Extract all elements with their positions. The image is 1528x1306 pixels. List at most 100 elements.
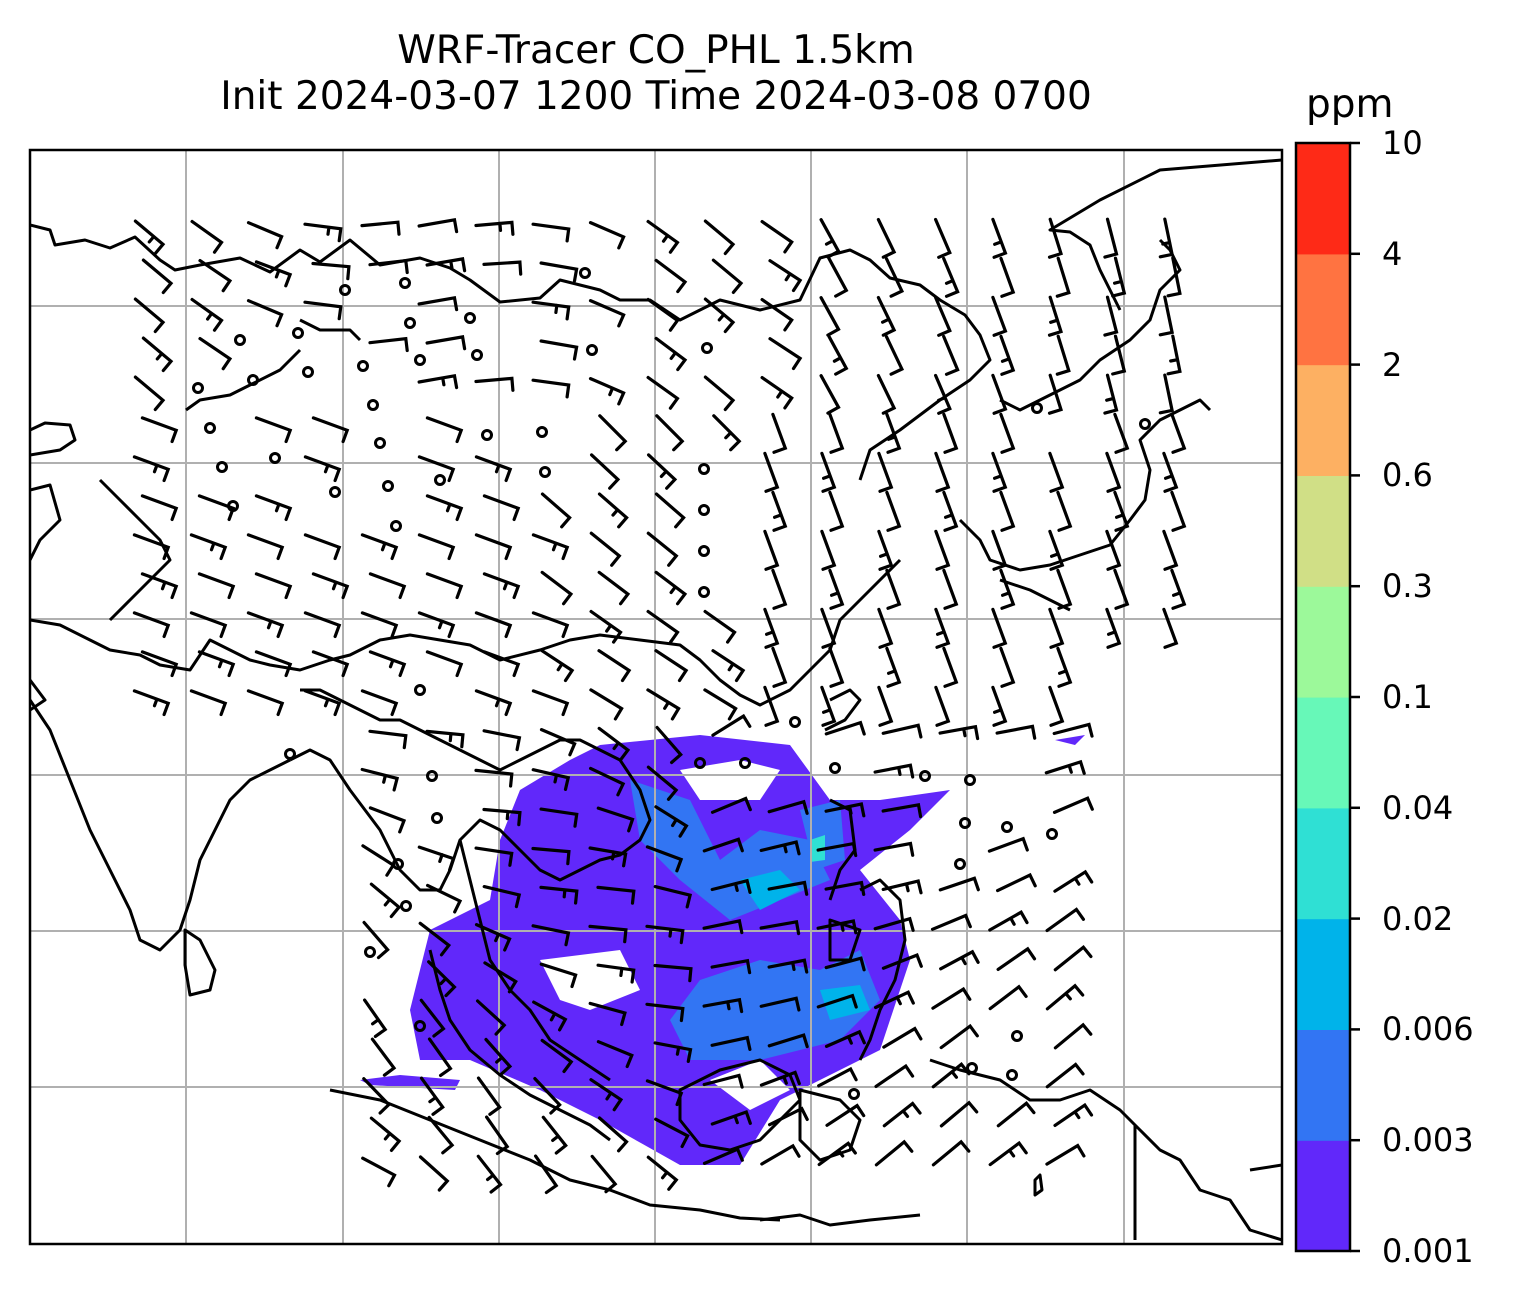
wind-barb	[817, 1141, 857, 1167]
wind-barb	[198, 337, 233, 371]
wind-barb	[425, 416, 464, 444]
wind-barb	[1044, 759, 1086, 775]
wind-barb	[132, 455, 171, 483]
wind-barb	[874, 990, 915, 1010]
wind-barb	[710, 878, 752, 894]
wind-barb	[884, 335, 905, 376]
calm-wind-marker	[959, 817, 971, 829]
wind-barb	[540, 1038, 574, 1074]
colorbar-bin	[1296, 697, 1350, 809]
wind-barb	[474, 376, 515, 392]
wind-barb	[476, 1154, 503, 1194]
calm-wind-marker	[919, 770, 931, 782]
wind-barb	[589, 1078, 624, 1112]
wind-barb	[360, 533, 399, 561]
wind-barb	[942, 412, 959, 454]
calm-wind-marker	[192, 382, 204, 394]
wind-barb	[360, 689, 399, 717]
calm-wind-marker	[204, 422, 216, 434]
wind-barb	[996, 872, 1037, 893]
wind-barb	[942, 490, 959, 532]
wind-barb	[767, 958, 809, 974]
calm-wind-marker	[464, 312, 476, 324]
wind-barb	[819, 296, 841, 337]
wind-barb	[531, 768, 571, 791]
wind-barb	[646, 688, 681, 721]
calm-wind-marker	[234, 334, 246, 346]
wind-barb	[1048, 685, 1065, 727]
wind-barb	[999, 334, 1016, 376]
tracer-field	[360, 735, 1085, 1165]
wind-barb	[934, 529, 951, 571]
wind-barb	[1052, 722, 1094, 738]
calm-wind-marker	[694, 757, 706, 769]
calm-wind-marker	[374, 437, 386, 449]
wind-barb	[1047, 295, 1064, 337]
wind-barb	[645, 924, 685, 945]
wind-barb	[768, 259, 803, 293]
calm-wind-marker	[789, 716, 801, 728]
wind-barb	[759, 996, 801, 1012]
wind-barb	[246, 611, 285, 639]
wind-barb	[425, 494, 464, 522]
colorbar-tick-label: 0.02	[1382, 899, 1454, 938]
wind-barb	[483, 961, 518, 994]
wind-barb	[884, 257, 905, 298]
wind-barb	[882, 1026, 923, 1049]
wind-barb	[531, 611, 570, 639]
wind-barb	[654, 492, 686, 529]
map-area	[30, 150, 1282, 1244]
wind-barb	[711, 649, 746, 683]
wind-barb	[819, 218, 841, 259]
calm-wind-marker	[739, 757, 751, 769]
wind-barb	[991, 685, 1008, 727]
wind-barb	[1056, 568, 1073, 610]
calm-wind-marker	[414, 1020, 426, 1032]
wind-barb	[939, 949, 980, 971]
wind-barb	[711, 258, 744, 294]
wind-barb	[303, 455, 342, 483]
wind-barb	[873, 841, 915, 857]
wind-barb	[589, 688, 624, 721]
calm-wind-marker	[247, 374, 259, 386]
wind-barb	[531, 222, 571, 243]
wind-barb	[362, 920, 390, 960]
wind-barb	[824, 880, 866, 896]
wind-barb	[589, 531, 622, 567]
wind-barb	[254, 494, 293, 522]
wind-barb	[1053, 1022, 1093, 1050]
wind-barb	[140, 494, 179, 522]
wind-barb	[763, 529, 780, 571]
wind-barb	[646, 531, 679, 567]
calm-wind-marker	[954, 858, 966, 870]
wind-barb	[1158, 373, 1174, 415]
colorbar-bin	[1296, 475, 1350, 587]
wind-barb	[760, 376, 794, 410]
wind-barb	[427, 1115, 455, 1155]
wind-barb	[934, 295, 952, 337]
wind-barb	[1048, 529, 1065, 571]
wind-barb	[702, 837, 744, 853]
calm-wind-marker	[536, 426, 548, 438]
wind-barb	[703, 219, 736, 256]
wind-barb	[190, 219, 224, 254]
wind-barb	[760, 298, 794, 332]
wind-barb	[877, 451, 894, 493]
wind-barb	[930, 913, 972, 931]
title-line-2: Init 2024-03-07 1200 Time 2024-03-08 070…	[220, 74, 1092, 119]
wind-barb	[482, 260, 523, 276]
colorbar-tick-label: 0.04	[1382, 788, 1454, 827]
colorbar-bin	[1296, 807, 1350, 920]
wind-barb	[590, 1154, 618, 1194]
wind-barb	[816, 993, 858, 1009]
wind-barb	[991, 295, 1008, 337]
wind-barb	[996, 946, 1037, 971]
wind-barb	[597, 570, 631, 606]
wind-barb	[1158, 295, 1174, 337]
wind-barb	[474, 533, 513, 561]
wind-barb	[999, 412, 1016, 454]
wind-barb	[1158, 217, 1174, 259]
calm-wind-marker	[329, 486, 341, 498]
wind-barb	[246, 533, 285, 561]
wind-barb	[771, 568, 788, 610]
